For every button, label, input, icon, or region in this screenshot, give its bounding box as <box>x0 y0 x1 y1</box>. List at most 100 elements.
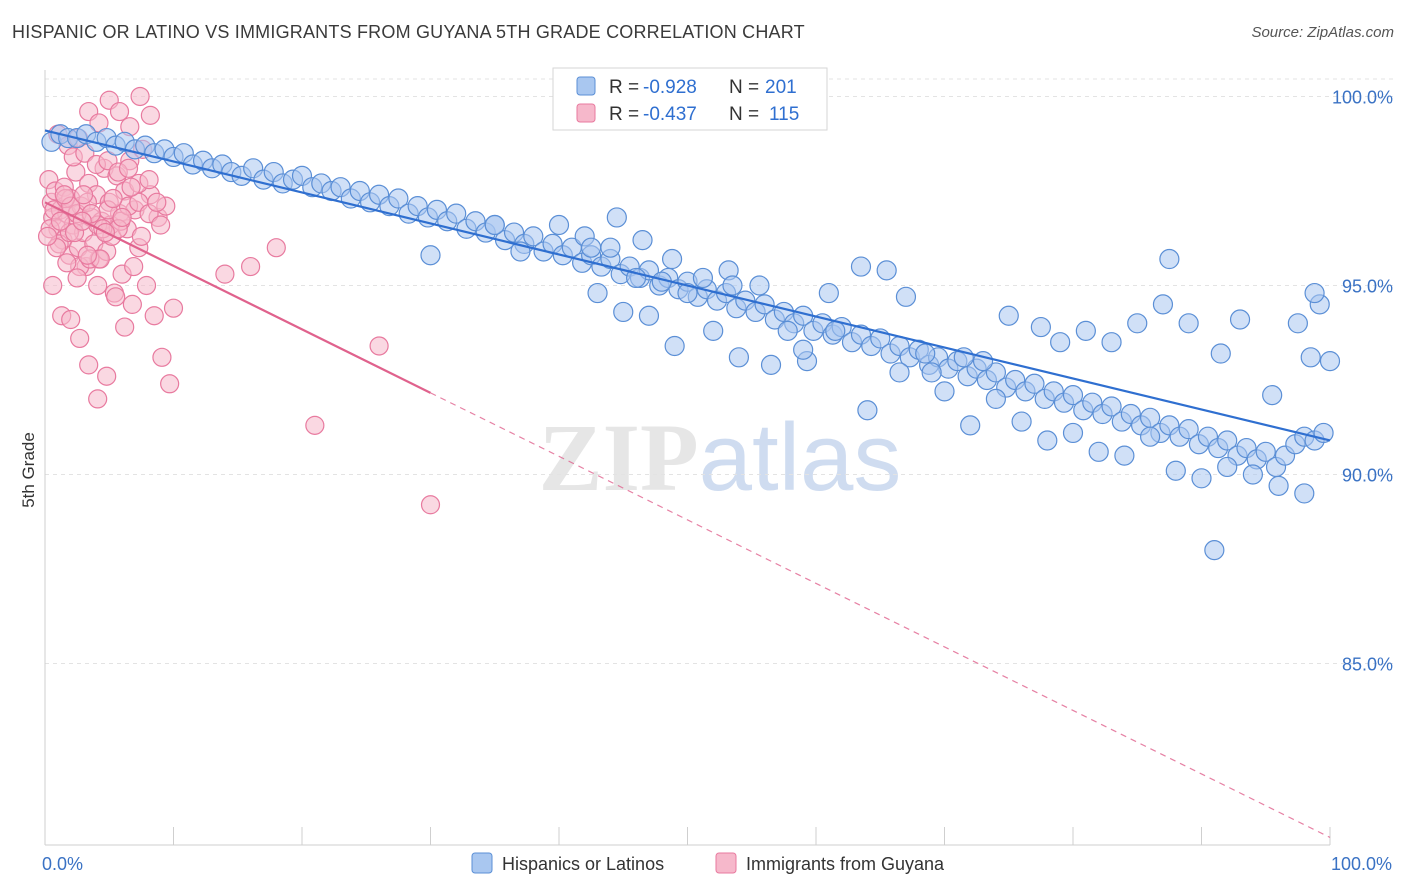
legend-n-label-1: N = <box>729 77 759 98</box>
data-point-hispanic <box>722 275 743 296</box>
data-point-hispanic <box>548 214 570 236</box>
data-point-guyana <box>112 207 132 228</box>
data-point-hispanic <box>1229 309 1251 330</box>
trend-line-guyana-extension <box>430 392 1331 838</box>
legend-r-value-2: -0.437 <box>643 104 697 125</box>
data-point-guyana <box>88 389 108 409</box>
data-point-hispanic <box>1127 313 1148 334</box>
data-point-hispanic <box>1300 347 1321 368</box>
data-point-hispanic <box>1165 460 1186 481</box>
data-point-hispanic <box>613 301 634 323</box>
data-point-hispanic <box>876 260 897 281</box>
data-point-hispanic <box>793 339 814 360</box>
data-point-guyana <box>73 185 94 205</box>
trend-lines <box>44 129 1331 838</box>
y-tick-label: 95.0% <box>1342 276 1393 296</box>
bottom-legend-swatch-blue <box>471 852 493 874</box>
data-point-guyana <box>163 298 184 318</box>
data-point-hispanic <box>1178 419 1199 440</box>
data-point-hispanic <box>1217 456 1238 478</box>
data-point-hispanic <box>661 248 683 270</box>
data-point-hispanic <box>749 275 770 296</box>
data-point-guyana <box>109 101 130 122</box>
data-point-hispanic <box>1294 483 1315 504</box>
data-point-hispanic <box>1159 248 1180 270</box>
data-point-hispanic <box>677 282 698 304</box>
series-legend: Hispanics or Latinos Immigrants from Guy… <box>471 852 945 874</box>
data-point-guyana <box>37 226 58 246</box>
data-point-guyana <box>147 192 167 212</box>
source-label: Source: ZipAtlas.com <box>1251 24 1394 41</box>
chart-title: HISPANIC OR LATINO VS IMMIGRANTS FROM GU… <box>12 22 805 42</box>
data-point-hispanic <box>777 320 798 341</box>
data-point-guyana <box>70 328 90 349</box>
data-point-hispanic <box>960 415 981 436</box>
data-point-guyana <box>67 268 87 288</box>
data-point-hispanic <box>825 320 846 341</box>
data-point-hispanic <box>985 388 1007 410</box>
data-point-guyana <box>118 158 139 178</box>
data-point-guyana <box>122 294 142 314</box>
data-point-guyana <box>115 317 135 337</box>
data-point-hispanic <box>1304 282 1325 304</box>
data-point-hispanic <box>915 343 936 364</box>
data-point-hispanic <box>523 226 544 247</box>
data-point-hispanic <box>895 286 917 307</box>
bottom-legend-label-2: Immigrants from Guyana <box>746 854 945 874</box>
data-point-guyana <box>124 256 144 277</box>
correlation-legend: R = -0.928 N = 201 R = -0.437 N = 115 <box>552 67 828 131</box>
data-point-hispanic <box>1024 373 1045 394</box>
data-point-guyana <box>131 226 151 246</box>
data-point-guyana <box>241 256 261 277</box>
data-point-guyana <box>139 170 159 190</box>
data-point-hispanic <box>703 320 724 341</box>
y-tick-label: 85.0% <box>1342 655 1393 675</box>
data-point-hispanic <box>1062 422 1084 444</box>
data-point-hispanic <box>1101 332 1122 353</box>
data-point-hispanic <box>998 305 1019 326</box>
data-point-hispanic <box>587 282 608 304</box>
data-point-guyana <box>151 215 171 235</box>
series-hispanics-or-latinos <box>41 124 1341 561</box>
data-point-hispanic <box>850 256 872 277</box>
data-point-guyana <box>88 275 108 296</box>
data-point-hispanic <box>1101 396 1122 417</box>
legend-r-value-1: -0.928 <box>643 77 697 98</box>
bottom-legend-label-1: Hispanics or Latinos <box>502 854 664 874</box>
data-point-hispanic <box>581 237 602 258</box>
watermark: ZIPatlas <box>539 404 902 511</box>
data-point-hispanic <box>889 362 910 383</box>
data-point-guyana <box>57 253 77 273</box>
data-point-hispanic <box>1217 430 1238 451</box>
data-point-guyana <box>43 275 63 296</box>
y-axis-title: 5th Grade <box>19 432 38 508</box>
data-point-hispanic <box>728 347 750 368</box>
data-point-guyana <box>144 306 164 326</box>
data-point-guyana <box>61 309 81 330</box>
data-point-hispanic <box>600 237 621 258</box>
data-point-hispanic <box>1011 411 1032 432</box>
data-point-guyana <box>215 264 235 284</box>
data-point-hispanic <box>857 400 878 421</box>
data-point-hispanic <box>1075 320 1096 341</box>
data-point-guyana <box>152 347 172 367</box>
data-point-hispanic <box>934 381 955 402</box>
data-point-hispanic <box>1088 441 1109 462</box>
data-point-guyana <box>136 275 157 296</box>
data-point-guyana <box>140 105 160 125</box>
data-point-hispanic <box>1030 316 1051 338</box>
data-point-hispanic <box>1139 426 1161 447</box>
legend-swatch-pink <box>576 103 596 123</box>
data-point-hispanic <box>484 214 505 236</box>
data-point-hispanic <box>1210 343 1231 364</box>
data-point-hispanic <box>1287 313 1308 334</box>
data-point-hispanic <box>1242 464 1264 485</box>
data-point-hispanic <box>1191 468 1212 489</box>
data-point-guyana <box>420 495 441 515</box>
data-point-hispanic <box>1178 313 1199 334</box>
data-point-hispanic <box>1268 475 1289 496</box>
data-point-hispanic <box>664 335 685 357</box>
data-point-hispanic <box>446 203 467 224</box>
data-point-guyana <box>266 238 286 258</box>
